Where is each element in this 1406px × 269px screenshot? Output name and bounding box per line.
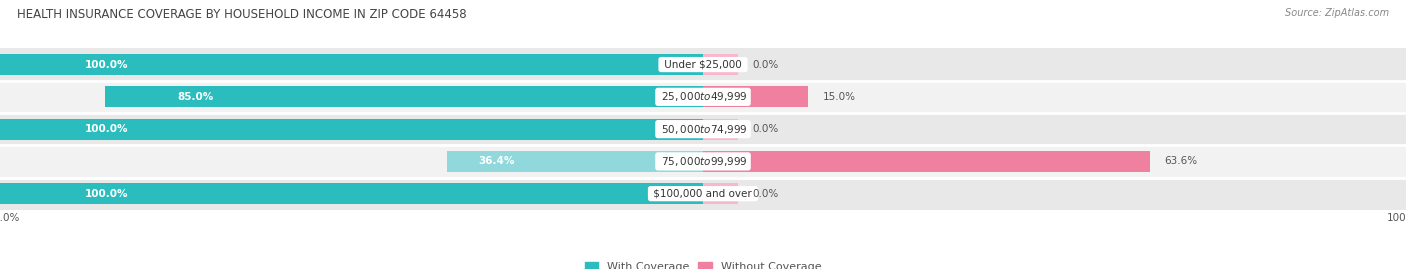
Bar xyxy=(703,54,738,75)
Bar xyxy=(703,183,738,204)
Text: Source: ZipAtlas.com: Source: ZipAtlas.com xyxy=(1285,8,1389,18)
Bar xyxy=(0,178,1406,210)
Text: 63.6%: 63.6% xyxy=(1164,156,1198,167)
Text: 0.0%: 0.0% xyxy=(752,189,779,199)
Bar xyxy=(0,48,1406,81)
Text: 85.0%: 85.0% xyxy=(177,92,214,102)
Text: $25,000 to $49,999: $25,000 to $49,999 xyxy=(658,90,748,103)
Bar xyxy=(703,86,808,107)
Bar xyxy=(0,54,703,75)
Text: 100.0%: 100.0% xyxy=(84,59,128,70)
Text: 0.0%: 0.0% xyxy=(752,124,779,134)
Text: Under $25,000: Under $25,000 xyxy=(661,59,745,70)
Text: 15.0%: 15.0% xyxy=(823,92,855,102)
Text: $100,000 and over: $100,000 and over xyxy=(651,189,755,199)
Bar xyxy=(0,183,703,204)
Bar xyxy=(0,81,1406,113)
Bar xyxy=(0,119,703,140)
Bar xyxy=(105,86,703,107)
Text: 100.0%: 100.0% xyxy=(84,189,128,199)
Text: $50,000 to $74,999: $50,000 to $74,999 xyxy=(658,123,748,136)
Text: HEALTH INSURANCE COVERAGE BY HOUSEHOLD INCOME IN ZIP CODE 64458: HEALTH INSURANCE COVERAGE BY HOUSEHOLD I… xyxy=(17,8,467,21)
Bar xyxy=(0,113,1406,145)
Text: 36.4%: 36.4% xyxy=(478,156,515,167)
Text: 0.0%: 0.0% xyxy=(752,59,779,70)
Text: 100.0%: 100.0% xyxy=(84,124,128,134)
Text: $75,000 to $99,999: $75,000 to $99,999 xyxy=(658,155,748,168)
Bar xyxy=(447,151,703,172)
Bar xyxy=(703,119,738,140)
Bar xyxy=(703,151,1150,172)
Bar xyxy=(0,145,1406,178)
Legend: With Coverage, Without Coverage: With Coverage, Without Coverage xyxy=(581,257,825,269)
